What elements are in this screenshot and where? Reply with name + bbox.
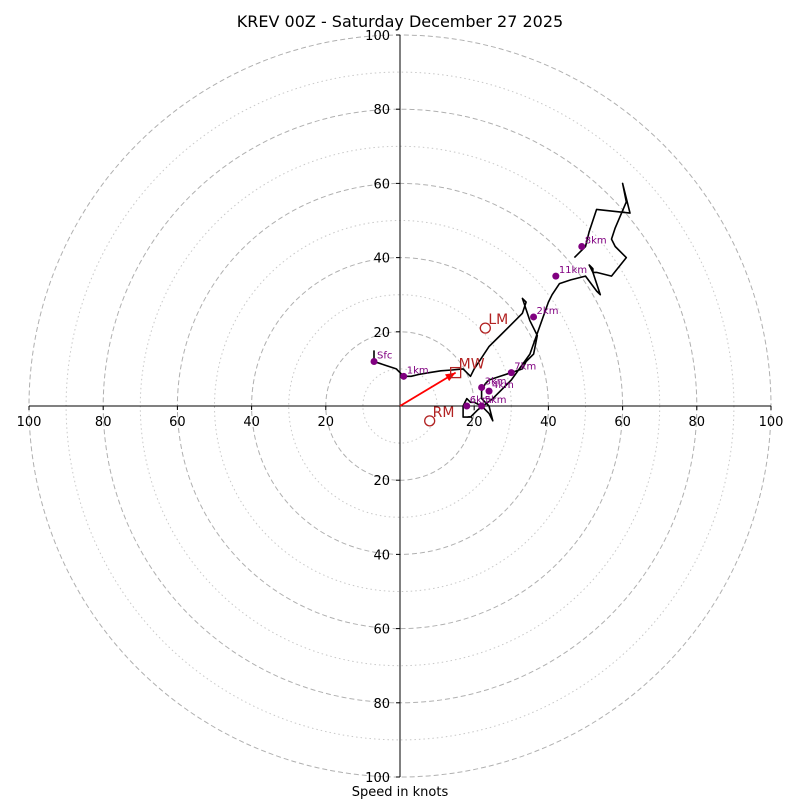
tick-labels: 100 100 100 100 80 80 80 80 60 60 60 60 40 40 40 40 20 20… xyxy=(17,29,784,786)
mean-wind-arrow xyxy=(399,371,457,407)
mw-label: MW xyxy=(459,357,485,373)
height-label-8km: 8km xyxy=(585,235,607,246)
hodograph-trace xyxy=(373,182,631,422)
height-label-4km: 4km xyxy=(492,380,514,391)
y-tick-top-100: 100 xyxy=(365,29,390,44)
height-marker-8km xyxy=(578,242,586,250)
mw-marker xyxy=(449,366,462,379)
height-marker-11km xyxy=(552,272,560,280)
y-tick-top-80: 80 xyxy=(373,103,390,118)
height-label-3km: 3km xyxy=(485,376,507,387)
height-label-1km: 1km xyxy=(407,365,429,376)
x-tick-right-80: 80 xyxy=(689,415,706,430)
storm-motion-group: LM RM MW xyxy=(399,312,508,427)
height-marker-2km xyxy=(530,313,538,321)
height-label-sfc: Sfc xyxy=(377,350,392,361)
height-marker-5km xyxy=(478,402,486,410)
x-tick-right-20: 20 xyxy=(466,415,483,430)
x-tick-left-20: 20 xyxy=(318,415,335,430)
x-axis-label: Speed in knots xyxy=(352,785,449,800)
height-label-2km: 2km xyxy=(537,306,559,317)
y-tick-top-20: 20 xyxy=(373,326,390,341)
height-label-6km: 6km xyxy=(470,395,492,406)
y-tick-bottom-40: 40 xyxy=(373,548,390,563)
y-tick-bottom-100: 100 xyxy=(365,771,390,786)
x-tick-left-100: 100 xyxy=(17,415,42,430)
height-marker-6km xyxy=(463,402,471,410)
x-tick-right-40: 40 xyxy=(540,415,557,430)
lm-marker xyxy=(479,322,491,334)
y-tick-bottom-80: 80 xyxy=(373,697,390,712)
height-marker-3km xyxy=(478,383,486,391)
y-tick-top-40: 40 xyxy=(373,252,390,267)
x-tick-left-60: 60 xyxy=(169,415,186,430)
height-marker-sfc xyxy=(370,357,378,365)
x-tick-right-100: 100 xyxy=(759,415,784,430)
x-tick-left-40: 40 xyxy=(243,415,260,430)
hodograph-trace-group xyxy=(373,182,631,422)
height-marker-4km xyxy=(485,387,493,395)
height-marker-7km xyxy=(507,369,515,377)
y-tick-bottom-20: 20 xyxy=(373,474,390,489)
rm-marker xyxy=(424,415,436,427)
height-label-7km: 7km xyxy=(514,362,536,373)
x-tick-left-80: 80 xyxy=(95,415,112,430)
y-tick-bottom-60: 60 xyxy=(373,623,390,638)
height-marker-1km xyxy=(400,372,408,380)
chart-title: KREV 00Z - Saturday December 27 2025 xyxy=(237,12,563,31)
height-label-5km: 5km xyxy=(485,395,507,406)
lm-label: LM xyxy=(488,312,508,328)
height-label-11km: 11km xyxy=(559,265,587,276)
x-tick-right-60: 60 xyxy=(614,415,631,430)
y-tick-top-60: 60 xyxy=(373,177,390,192)
rm-label: RM xyxy=(433,405,455,421)
